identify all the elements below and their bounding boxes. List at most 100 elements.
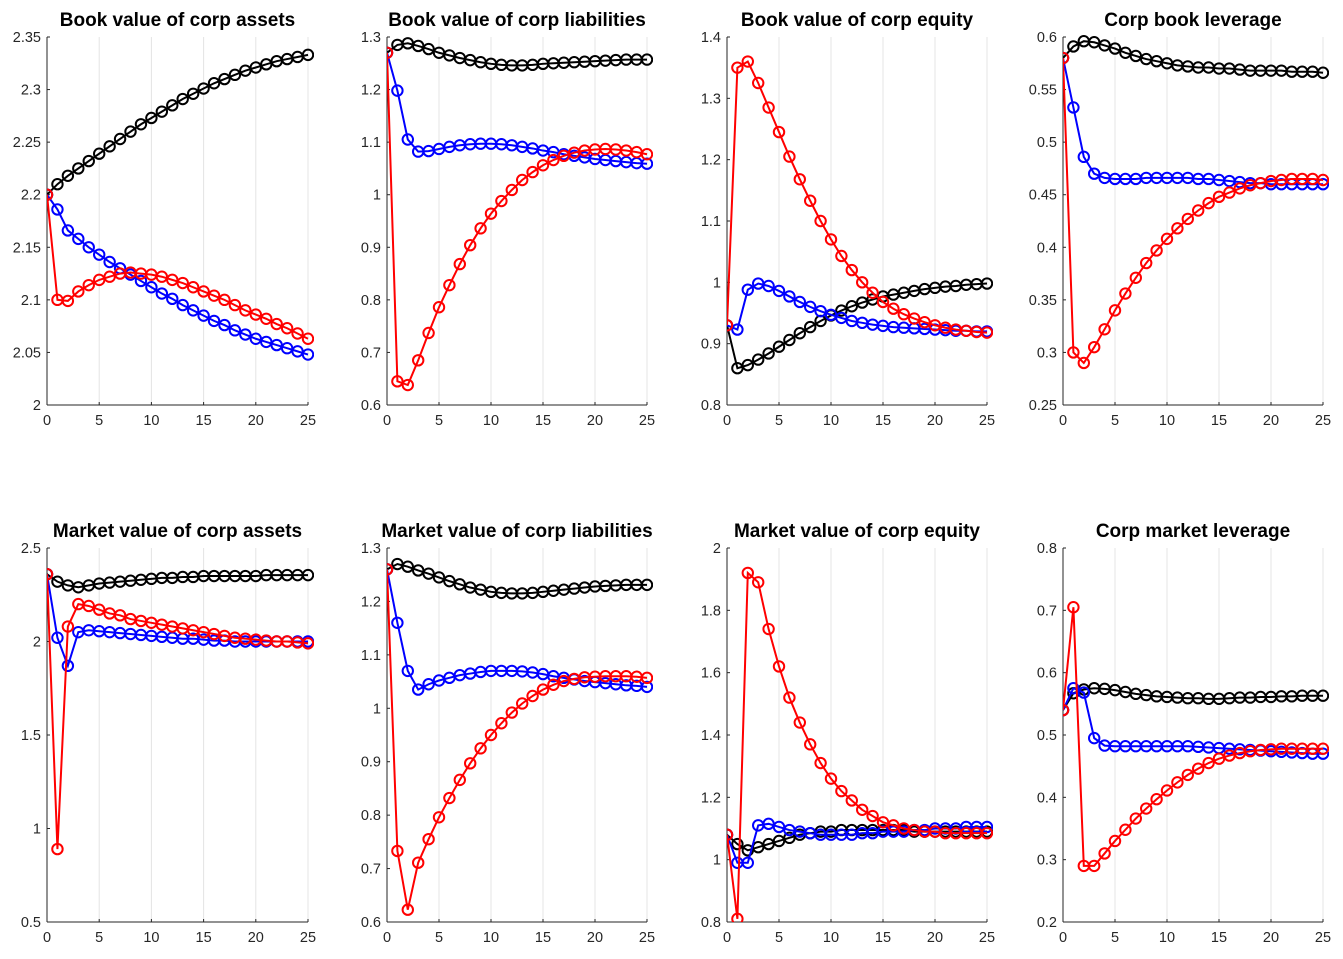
data-point-marker bbox=[741, 55, 754, 68]
data-point-marker bbox=[412, 354, 425, 367]
x-tick-label: 5 bbox=[95, 930, 103, 946]
data-point-marker bbox=[218, 318, 231, 332]
y-tick-label: 2 bbox=[33, 398, 41, 414]
data-point-marker bbox=[387, 563, 394, 576]
data-point-marker bbox=[443, 278, 456, 292]
y-tick-label: 0.4 bbox=[1037, 790, 1057, 806]
x-tick-label: 25 bbox=[639, 413, 655, 429]
data-point-marker bbox=[1316, 689, 1329, 702]
data-point-marker bbox=[145, 111, 158, 125]
data-point-marker bbox=[1202, 196, 1215, 210]
data-point-marker bbox=[804, 194, 817, 207]
data-point-marker bbox=[1150, 793, 1163, 806]
data-point-marker bbox=[1160, 232, 1174, 246]
data-point-marker bbox=[61, 224, 75, 237]
series-group bbox=[387, 37, 653, 392]
data-point-marker bbox=[1063, 703, 1070, 717]
x-tick-label: 0 bbox=[43, 413, 51, 429]
x-tick-label: 0 bbox=[383, 413, 391, 429]
data-point-marker bbox=[1067, 40, 1080, 53]
data-point-marker bbox=[516, 173, 529, 187]
series-line-3 bbox=[387, 569, 648, 910]
data-point-marker bbox=[72, 232, 85, 246]
data-point-marker bbox=[301, 348, 314, 361]
data-point-marker bbox=[82, 241, 95, 254]
y-tick-label: 0.3 bbox=[1037, 853, 1057, 869]
data-point-marker bbox=[51, 178, 64, 191]
chart-title: Book value of corp assets bbox=[60, 10, 295, 31]
data-point-marker bbox=[228, 324, 242, 337]
y-tick-label: 0.8 bbox=[361, 293, 381, 309]
data-point-marker bbox=[640, 578, 653, 592]
data-point-marker bbox=[1212, 190, 1226, 204]
chart-panel-2: 0 5 10 15 20 25 0.6 0.7 0.8 0.9 1 1.1 1.2 1.3 Book val… bbox=[361, 10, 655, 429]
data-point-marker bbox=[401, 903, 414, 916]
data-point-marker bbox=[239, 304, 252, 317]
data-point-marker bbox=[1077, 686, 1091, 699]
data-point-marker bbox=[1129, 812, 1143, 825]
data-point-marker bbox=[741, 856, 754, 869]
data-point-marker bbox=[412, 856, 425, 869]
data-point-marker bbox=[845, 263, 858, 277]
data-point-marker bbox=[793, 327, 806, 340]
y-tick-label: 0.5 bbox=[21, 915, 41, 931]
data-point-marker bbox=[1140, 802, 1153, 815]
data-point-marker bbox=[752, 576, 765, 589]
y-tick-label: 1.3 bbox=[361, 541, 381, 557]
data-point-marker bbox=[783, 333, 796, 347]
y-tick-label: 1.2 bbox=[701, 790, 721, 806]
x-tick-label: 10 bbox=[483, 413, 499, 429]
x-tick-label: 10 bbox=[1159, 930, 1175, 946]
chart-title: Corp book leverage bbox=[1104, 10, 1281, 31]
x-tick-label: 20 bbox=[1263, 930, 1279, 946]
y-tick-label: 1.5 bbox=[21, 728, 41, 744]
data-point-marker bbox=[218, 72, 231, 86]
data-point-marker bbox=[453, 773, 466, 787]
data-point-marker bbox=[260, 312, 273, 325]
data-point-marker bbox=[980, 820, 993, 834]
data-point-marker bbox=[207, 314, 221, 328]
series-line-2 bbox=[1063, 57, 1323, 186]
data-point-marker bbox=[845, 794, 858, 807]
y-tick-label: 0.5 bbox=[1037, 728, 1057, 744]
data-point-marker bbox=[640, 148, 653, 161]
y-tick-label: 0.8 bbox=[1037, 541, 1057, 557]
data-point-marker bbox=[1316, 742, 1329, 755]
data-point-marker bbox=[391, 84, 404, 97]
y-tick-label: 1 bbox=[713, 853, 721, 869]
data-point-marker bbox=[783, 150, 796, 163]
data-point-marker bbox=[207, 77, 221, 90]
data-point-marker bbox=[505, 706, 518, 719]
x-tick-label: 15 bbox=[875, 930, 891, 946]
data-point-marker bbox=[228, 298, 242, 312]
data-point-marker bbox=[762, 622, 775, 636]
data-point-marker bbox=[228, 68, 242, 82]
data-point-marker bbox=[804, 320, 817, 334]
data-point-marker bbox=[401, 378, 414, 392]
data-point-marker bbox=[1150, 244, 1163, 257]
data-point-marker bbox=[835, 304, 848, 317]
data-point-marker bbox=[772, 660, 786, 673]
data-point-marker bbox=[422, 326, 435, 340]
y-tick-label: 2.35 bbox=[13, 30, 41, 46]
data-point-marker bbox=[176, 92, 189, 106]
y-tick-label: 0.9 bbox=[361, 240, 381, 256]
data-point-marker bbox=[516, 697, 529, 710]
data-point-marker bbox=[464, 757, 477, 770]
data-point-marker bbox=[1181, 768, 1195, 782]
data-point-marker bbox=[72, 285, 85, 298]
series-group bbox=[1063, 35, 1329, 370]
y-tick-label: 1.2 bbox=[701, 153, 721, 169]
y-tick-label: 2 bbox=[33, 635, 41, 651]
y-tick-label: 2.2 bbox=[21, 188, 41, 204]
x-tick-label: 20 bbox=[587, 930, 603, 946]
data-point-marker bbox=[1098, 847, 1111, 860]
data-point-marker bbox=[401, 560, 414, 573]
x-tick-label: 5 bbox=[1111, 413, 1119, 429]
x-tick-label: 25 bbox=[300, 930, 316, 946]
data-point-marker bbox=[186, 87, 200, 100]
x-tick-label: 5 bbox=[435, 930, 443, 946]
data-point-marker bbox=[51, 631, 64, 644]
data-point-marker bbox=[464, 238, 477, 252]
